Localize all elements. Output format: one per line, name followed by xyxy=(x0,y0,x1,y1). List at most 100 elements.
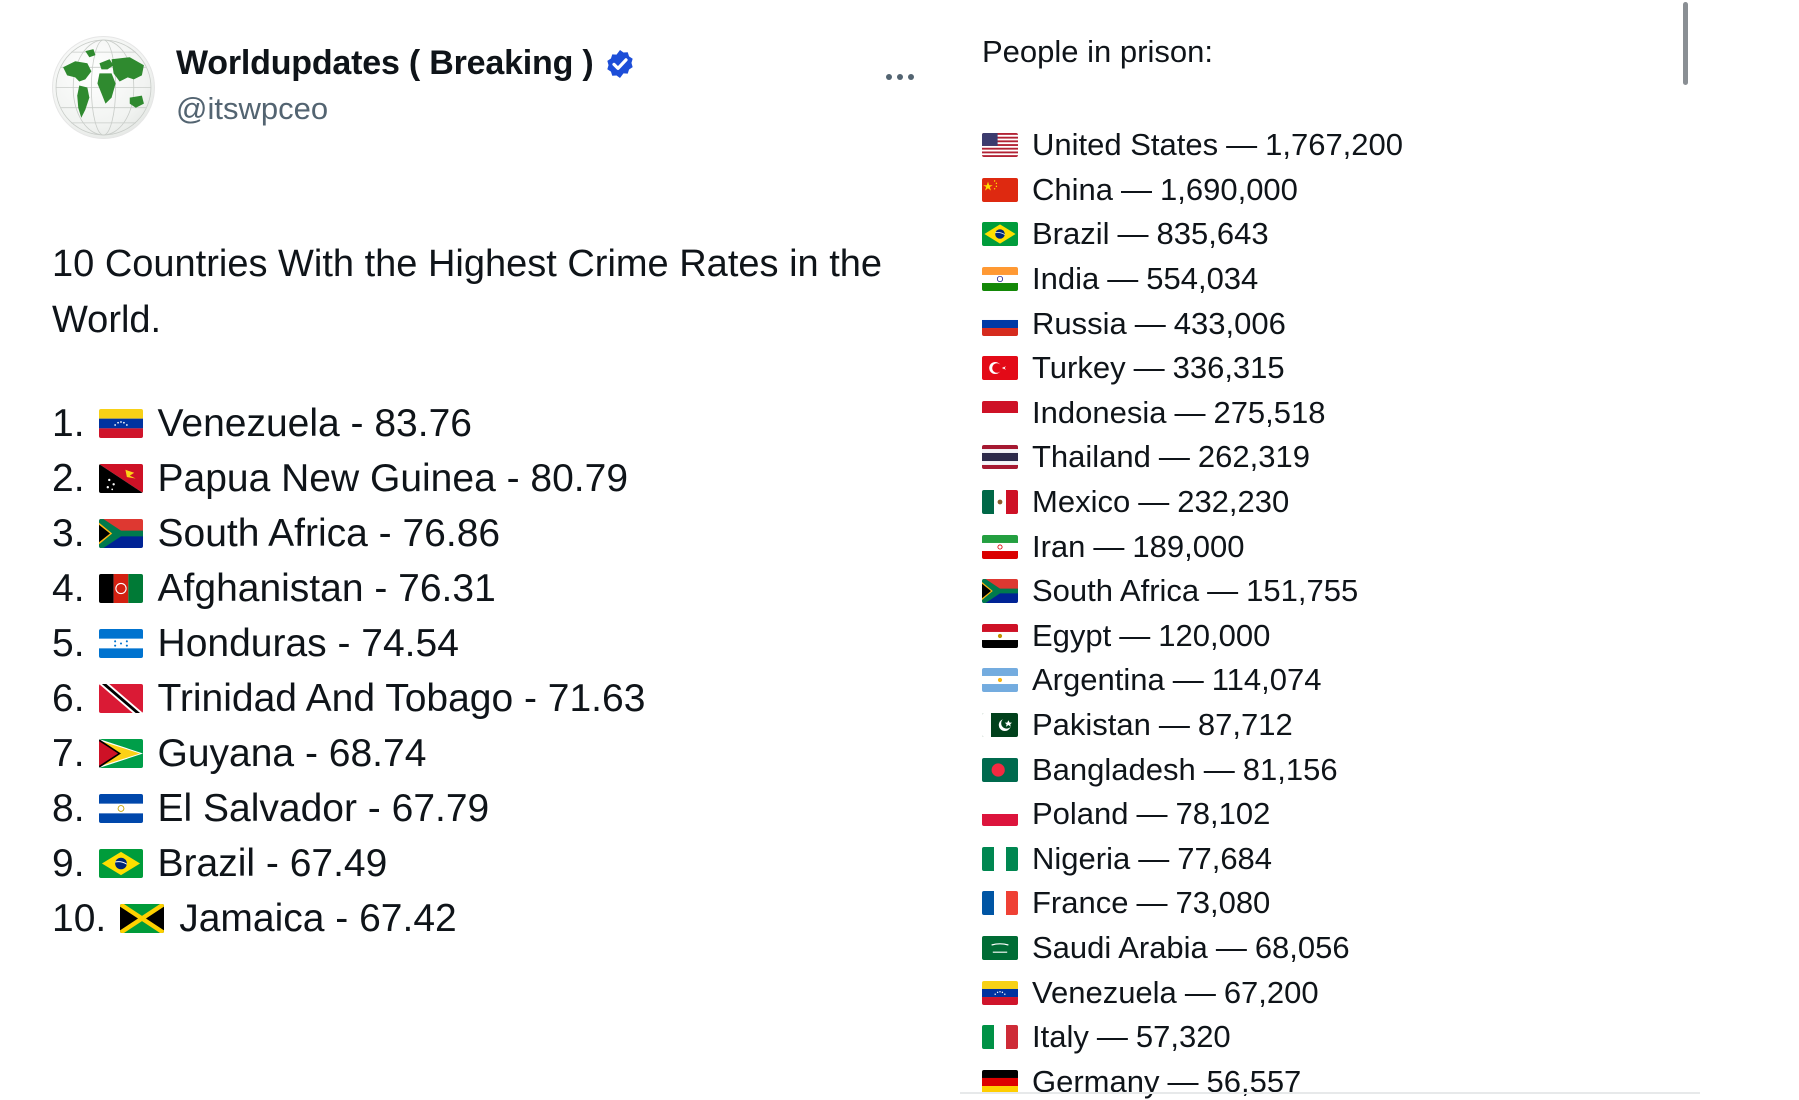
prison-list-item: Egypt —120,000 xyxy=(982,614,1403,659)
rank-label: South Africa - 76.86 xyxy=(157,511,501,555)
ranking-item: 3. South Africa - 76.86 xyxy=(52,506,922,561)
separator: — xyxy=(1158,707,1190,743)
rank-label: Brazil - 67.49 xyxy=(157,841,388,885)
author-display-name[interactable]: Worldupdates ( Breaking ) xyxy=(176,44,594,82)
panel-divider xyxy=(960,1092,1700,1094)
separator: — xyxy=(1117,216,1149,252)
country-name: India xyxy=(1032,261,1100,297)
rank-number: 7. xyxy=(52,731,85,775)
country-name: Turkey xyxy=(1032,350,1126,386)
ranking-item: 4. Afghanistan - 76.31 xyxy=(52,561,922,616)
separator: — xyxy=(1093,528,1125,564)
country-name: Venezuela xyxy=(1032,974,1177,1010)
prison-list-item: United States —1,767,200 xyxy=(982,123,1403,168)
globe-map-icon[interactable] xyxy=(52,36,155,139)
rank-label: Trinidad And Tobago - 71.63 xyxy=(157,676,646,720)
flag-argentina-icon xyxy=(982,668,1018,693)
rank-number: 2. xyxy=(52,456,85,500)
rank-label: Venezuela - 83.76 xyxy=(157,401,472,445)
panel-title: People in prison: xyxy=(982,34,1213,69)
country-name: Germany xyxy=(1032,1063,1160,1099)
flag-brazil-icon xyxy=(982,222,1018,247)
rank-label: Guyana - 68.74 xyxy=(157,731,427,775)
country-name: Pakistan xyxy=(1032,707,1151,743)
prison-count: 56,557 xyxy=(1206,1063,1302,1099)
prison-list-item: Argentina —114,074 xyxy=(982,658,1403,703)
separator: — xyxy=(1172,662,1204,698)
flag-bangladesh-icon xyxy=(982,757,1018,782)
rank-number: 6. xyxy=(52,676,85,720)
prison-count: 1,767,200 xyxy=(1265,127,1404,163)
prison-list-item: India —554,034 xyxy=(982,257,1403,302)
country-name: Iran xyxy=(1032,528,1086,564)
flag-poland-icon xyxy=(982,802,1018,827)
prison-count: 835,643 xyxy=(1156,216,1269,252)
flag-south-africa-icon xyxy=(982,579,1018,604)
prison-count: 554,034 xyxy=(1146,261,1259,297)
flag-honduras-icon xyxy=(98,629,143,658)
separator: — xyxy=(1167,1063,1199,1099)
prison-list-item: Mexico —232,230 xyxy=(982,480,1403,525)
prison-population-list: United States —1,767,200 China —1,690,000 Br… xyxy=(982,123,1403,1100)
country-name: Thailand xyxy=(1032,439,1151,475)
verified-badge-icon[interactable] xyxy=(604,48,636,80)
flag-china-icon xyxy=(982,177,1018,202)
prison-count: 68,056 xyxy=(1254,929,1350,965)
prison-count: 433,006 xyxy=(1173,305,1286,341)
prison-count: 189,000 xyxy=(1132,528,1245,564)
flag-france-icon xyxy=(982,891,1018,916)
prison-list-item: Poland —78,102 xyxy=(982,792,1403,837)
separator: — xyxy=(1215,929,1247,965)
prison-list-item: Pakistan —87,712 xyxy=(982,703,1403,748)
prison-list-item: Saudi Arabia —68,056 xyxy=(982,926,1403,971)
prison-list-item: Iran —189,000 xyxy=(982,524,1403,569)
rank-number: 4. xyxy=(52,566,85,610)
ranking-item: 8. El Salvador - 67.79 xyxy=(52,781,922,836)
country-name: Poland xyxy=(1032,796,1129,832)
flag-papua-new-guinea-icon xyxy=(98,464,143,493)
flag-thailand-icon xyxy=(982,445,1018,470)
country-name: France xyxy=(1032,885,1129,921)
rank-number: 1. xyxy=(52,401,85,445)
prison-list-item: Brazil —835,643 xyxy=(982,212,1403,257)
prison-count: 275,518 xyxy=(1213,394,1326,430)
separator: — xyxy=(1121,171,1152,207)
ranking-item: 5. Honduras - 74.54 xyxy=(52,616,922,671)
flag-egypt-icon xyxy=(982,623,1018,648)
prison-count: 151,755 xyxy=(1246,573,1359,609)
flag-venezuela-icon xyxy=(982,980,1018,1005)
prison-count: 81,156 xyxy=(1242,751,1338,787)
separator: — xyxy=(1158,439,1190,475)
flag-brazil-icon xyxy=(98,849,143,878)
prison-list-item: Thailand —262,319 xyxy=(982,435,1403,480)
separator: — xyxy=(1107,261,1139,297)
country-name: Russia xyxy=(1032,305,1127,341)
more-dot xyxy=(886,74,892,80)
country-name: South Africa xyxy=(1032,573,1200,609)
prison-count: 336,315 xyxy=(1172,350,1285,386)
rank-number: 10. xyxy=(52,896,107,940)
separator: — xyxy=(1174,394,1206,430)
post-card: Worldupdates ( Breaking ) @itswpceo 10 C… xyxy=(52,36,922,1076)
separator: — xyxy=(1134,305,1166,341)
separator: — xyxy=(1138,840,1170,876)
prison-list-item: Venezuela —67,200 xyxy=(982,970,1403,1015)
ranking-item: 6. Trinidad And Tobago - 71.63 xyxy=(52,671,922,726)
author-names: Worldupdates ( Breaking ) @itswpceo xyxy=(176,44,636,127)
flag-india-icon xyxy=(982,267,1018,292)
scrollbar-thumb[interactable] xyxy=(1683,2,1688,85)
prison-count: 232,230 xyxy=(1177,484,1290,520)
separator: — xyxy=(1207,573,1239,609)
country-name: United States xyxy=(1032,127,1219,163)
separator: — xyxy=(1226,127,1258,163)
prison-list-item: Nigeria —77,684 xyxy=(982,837,1403,882)
ranking-item: 7. Guyana - 68.74 xyxy=(52,726,922,781)
flag-indonesia-icon xyxy=(982,400,1018,425)
rank-label: El Salvador - 67.79 xyxy=(157,786,490,830)
flag-trinidad-and-tobago-icon xyxy=(98,684,143,713)
flag-afghanistan-icon xyxy=(98,574,143,603)
more-dots-icon[interactable] xyxy=(878,62,922,92)
flag-venezuela-icon xyxy=(98,409,143,438)
ranking-item: 10. Jamaica - 67.42 xyxy=(52,891,922,946)
author-handle[interactable]: @itswpceo xyxy=(176,91,329,126)
